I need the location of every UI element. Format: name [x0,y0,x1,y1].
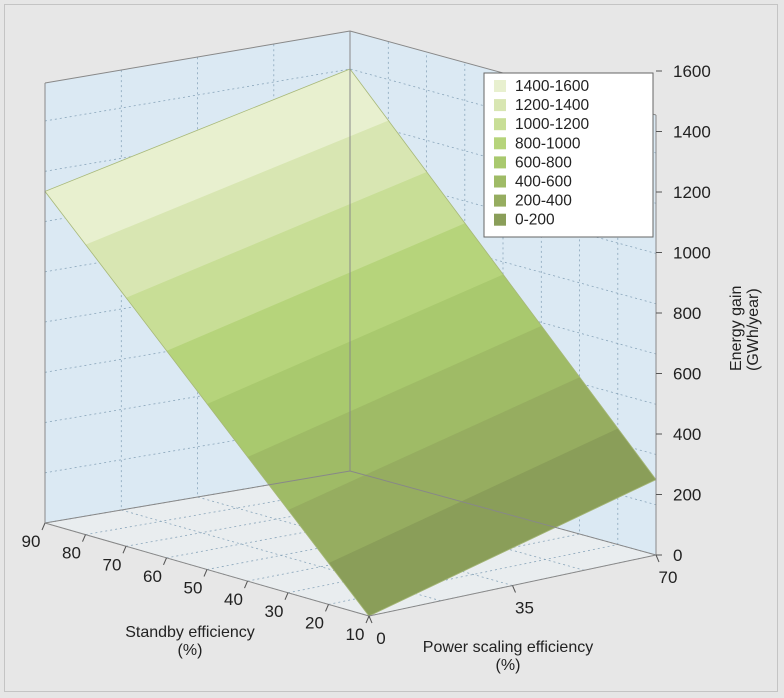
z-tick-label: 1200 [673,183,711,202]
figure-panel: 0 200 400 600 800 1000 1200 1400 1600 10 20 30 40 50… [4,4,778,692]
power-scaling-tick-mark [655,554,660,563]
legend-swatch [494,213,506,226]
legend-swatch [494,175,506,188]
legend-swatch [494,194,506,207]
power-scaling-tick-label: 70 [659,568,678,587]
energy-surface [44,68,657,617]
legend-label: 0-200 [515,212,555,229]
frame-edge [44,470,351,524]
z-gridline [44,219,657,305]
legend-label: 1000-1200 [515,116,590,133]
power-scaling-axis-ticks: 0 35 70 [368,554,678,648]
z-tick-label: 0 [673,546,682,565]
power-scaling-tick-mark [368,615,373,624]
standby-tick-label: 60 [143,567,162,586]
standby-tick-mark [122,546,127,554]
legend-swatch [494,80,506,92]
z-axis-label-line2: (GWh/year) [745,288,762,371]
power-scaling-axis-label-line1: Power scaling efficiency [423,639,593,656]
legend-label: 1200-1400 [515,97,590,114]
standby-tick-label: 30 [265,602,284,621]
power-scaling-tick-label: 0 [376,629,385,648]
z-axis-ticks: 0 200 400 600 800 1000 1200 1400 1600 [656,62,711,565]
standby-tick-mark [163,557,167,566]
standby-tick-label: 80 [62,544,81,563]
z-tick-label: 1600 [673,62,711,81]
standby-gridline [166,62,466,559]
legend-label: 1400-1600 [515,78,590,95]
z-axis-label-line1: Energy gain [728,286,745,371]
legend-swatch [494,156,506,169]
z-tick-label: 200 [673,486,701,505]
standby-axis-label-line1: Standby efficiency [125,624,255,641]
z-tick-label: 1000 [673,244,711,263]
legend-swatch [494,118,506,131]
standby-axis-ticks: 10 20 30 40 50 60 70 80 90 [22,522,370,644]
standby-axis-label-line2: (%) [178,642,203,659]
power-scaling-tick-label: 35 [515,599,534,618]
standby-tick-label: 70 [103,555,122,574]
standby-gridline [287,94,580,594]
standby-tick-label: 50 [184,579,203,598]
standby-tick-mark [203,569,208,577]
standby-tick-mark [41,522,46,531]
standby-tick-label: 10 [346,625,365,644]
frame-edge [349,470,657,556]
z-tick-label: 1400 [673,123,711,142]
legend-swatch [494,137,506,150]
legend-box [483,72,654,238]
standby-tick-mark [284,592,289,600]
standby-tick-mark [244,580,248,589]
standby-tick-label: 90 [22,532,41,551]
legend-swatch [494,99,506,112]
z-tick-label: 600 [673,365,701,384]
power-scaling-axis-label-line2: (%) [496,657,521,674]
legend-label: 600-800 [515,154,572,171]
standby-tick-label: 20 [305,613,324,632]
z-tick-label: 400 [673,425,701,444]
standby-tick-mark [325,604,329,612]
legend: 1400-1600 1200-1400 1000-1200 800-1000 600-8… [483,72,654,238]
z-gridline [44,269,657,355]
legend-label: 200-400 [515,193,572,210]
legend-label: 400-600 [515,174,572,191]
legend-label: 800-1000 [515,135,581,152]
power-scaling-tick-mark [512,585,516,593]
standby-tick-mark [82,534,86,542]
standby-tick-label: 40 [224,590,243,609]
standby-tick-mark [365,615,370,624]
frame-edge [44,30,351,84]
z-tick-label: 800 [673,304,701,323]
